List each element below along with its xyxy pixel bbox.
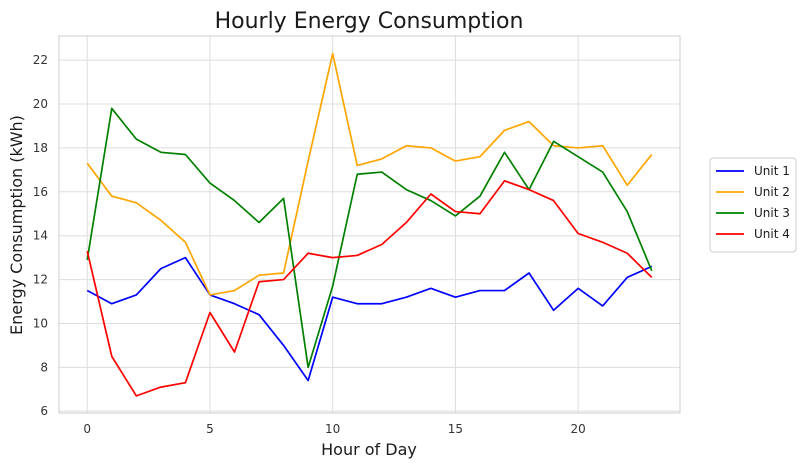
legend-label: Unit 3 [754, 206, 790, 220]
x-tick-label: 20 [570, 422, 585, 436]
y-axis-ticks: 6 8 10 12 14 16 18 20 22 [33, 53, 48, 418]
y-tick-label: 22 [33, 53, 48, 67]
series-line-unit-3 [86, 107, 653, 369]
x-tick-label: 10 [325, 422, 340, 436]
y-axis-label: Energy Consumption (kWh) [7, 115, 26, 335]
x-tick-label: 5 [206, 422, 214, 436]
series-line-unit-2 [86, 52, 653, 296]
series-line-unit-4 [86, 179, 653, 397]
y-tick-label: 12 [33, 273, 48, 287]
legend-box [709, 157, 797, 253]
legend-label: Unit 2 [754, 185, 790, 199]
legend-label: Unit 4 [754, 227, 790, 241]
legend: Unit 1 Unit 2 Unit 3 Unit 4 [709, 157, 797, 253]
y-tick-label: 8 [40, 360, 48, 374]
x-axis-ticks: 0 5 10 15 20 [83, 422, 585, 436]
plot-area [58, 35, 681, 414]
x-tick-label: 15 [448, 422, 463, 436]
legend-label: Unit 1 [754, 164, 790, 178]
y-tick-label: 18 [33, 141, 48, 155]
y-tick-label: 6 [40, 404, 48, 418]
y-tick-label: 20 [33, 97, 48, 111]
series-line-unit-1 [86, 256, 653, 382]
y-tick-label: 16 [33, 185, 48, 199]
y-tick-label: 10 [33, 316, 48, 330]
series-lines [86, 52, 653, 397]
x-axis-label: Hour of Day [321, 440, 417, 459]
y-tick-label: 14 [33, 229, 48, 243]
chart-title: Hourly Energy Consumption [215, 9, 524, 34]
x-tick-label: 0 [83, 422, 91, 436]
grid [59, 36, 680, 413]
